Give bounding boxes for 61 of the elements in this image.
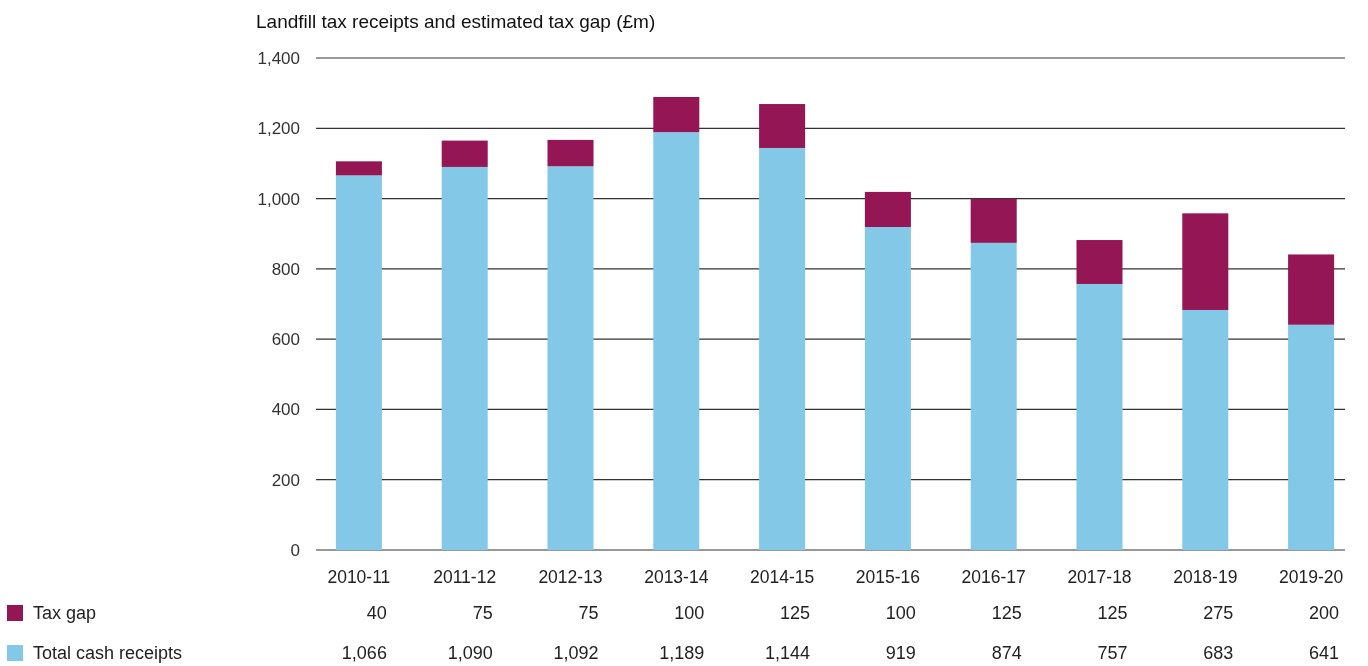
x-tick-label: 2016-17	[961, 567, 1026, 587]
x-tick-label: 2015-16	[855, 567, 921, 587]
data-label: 125	[780, 603, 811, 624]
data-label: 100	[674, 603, 705, 624]
data-label: 75	[472, 603, 493, 624]
x-tick-label: 2014-15	[749, 567, 815, 587]
data-label: 125	[1097, 603, 1128, 624]
data-label: 641	[1309, 643, 1340, 664]
bar	[653, 132, 700, 550]
bar	[864, 191, 911, 228]
bar	[1182, 309, 1229, 550]
x-tick-label: 2010-11	[327, 567, 391, 587]
chart-title: Landfill tax receipts and estimated tax gap (£m)	[256, 11, 656, 32]
x-tick-label: 2011-12	[433, 567, 497, 587]
bar	[970, 198, 1017, 243]
y-tick-label: 400	[271, 400, 300, 420]
x-tick-label: 2012-13	[538, 567, 603, 587]
data-label: 757	[1097, 643, 1128, 664]
x-tick-label: 2019-20	[1278, 567, 1344, 587]
data-label: 200	[1309, 603, 1340, 624]
data-label: 40	[366, 603, 387, 624]
legend-label: Total cash receipts	[33, 643, 183, 664]
x-tick-label: 2013-14	[644, 567, 709, 587]
x-tick-label: 2017-18	[1067, 567, 1132, 587]
bar	[547, 139, 594, 167]
data-label: 1,189	[659, 643, 705, 664]
bar	[1288, 254, 1335, 325]
data-label: 874	[991, 643, 1022, 664]
y-tick-label: 1,400	[257, 48, 300, 68]
bar	[1288, 324, 1335, 550]
data-label: 125	[991, 603, 1022, 624]
data-label: 1,092	[553, 643, 599, 664]
y-tick-label: 1,200	[257, 119, 300, 139]
x-tick-label: 2018-19	[1173, 567, 1238, 587]
data-label: 1,090	[447, 643, 493, 664]
bar	[335, 161, 382, 176]
y-tick-label: 600	[271, 330, 300, 350]
bar	[653, 97, 700, 133]
y-tick-label: 200	[271, 470, 300, 490]
bar	[759, 104, 806, 148]
data-label: 919	[885, 643, 916, 664]
legend-label: Tax gap	[33, 603, 97, 624]
y-tick-label: 0	[290, 540, 300, 560]
bar	[1076, 283, 1123, 550]
bar	[1182, 213, 1229, 310]
data-label: 275	[1203, 603, 1234, 624]
data-label: 1,144	[765, 643, 811, 664]
bar	[441, 140, 488, 167]
bar	[335, 175, 382, 550]
bar	[441, 166, 488, 550]
bar	[970, 242, 1017, 550]
data-label: 1,066	[341, 643, 387, 664]
y-tick-label: 800	[271, 259, 300, 279]
bar	[864, 227, 911, 550]
data-label: 75	[578, 603, 599, 624]
bar	[547, 166, 594, 550]
bar	[759, 147, 806, 550]
bar	[1076, 240, 1123, 284]
data-label: 100	[885, 603, 916, 624]
y-tick-label: 1,000	[257, 189, 300, 209]
data-label: 683	[1203, 643, 1234, 664]
